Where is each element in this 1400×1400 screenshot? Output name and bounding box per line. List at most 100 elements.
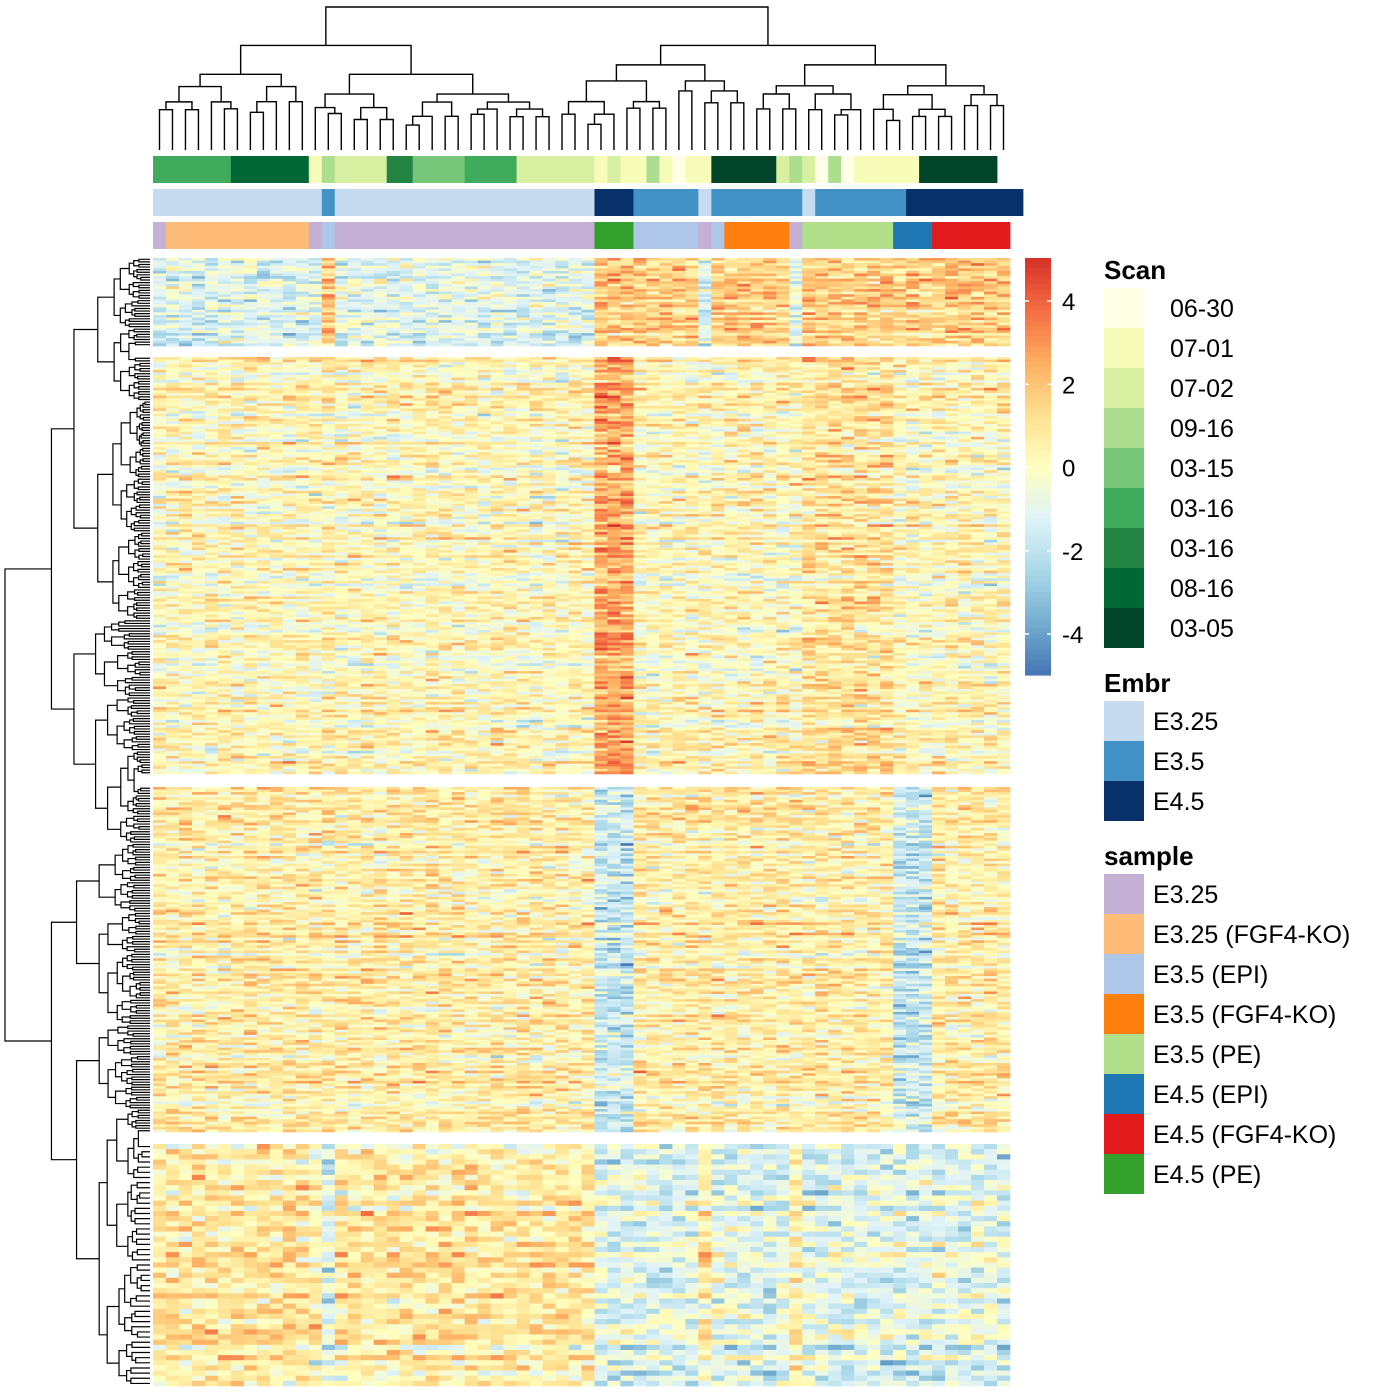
dendrogram-branch (471, 114, 484, 150)
dendrogram-branch (132, 677, 150, 680)
heatmap-cell (569, 268, 582, 271)
heatmap-cell (452, 266, 465, 269)
heatmap-cell (270, 263, 283, 266)
heatmap-cell (932, 263, 945, 266)
heatmap-cell (880, 266, 893, 269)
heatmap-cell (530, 263, 543, 266)
heatmap-cell (828, 276, 841, 279)
heatmap-cell (452, 258, 465, 261)
heatmap-cell (984, 276, 997, 279)
dendrogram-branch (126, 1101, 130, 1107)
dendrogram-branch (129, 540, 135, 553)
dendrogram-branch (131, 706, 150, 709)
heatmap-cell (504, 261, 517, 264)
heatmap-cell (919, 279, 932, 282)
heatmap-cell (413, 258, 426, 261)
heatmap-cell (971, 263, 984, 266)
heatmap-cell (789, 271, 802, 274)
dendrogram-branch (137, 711, 150, 714)
dendrogram-branch (166, 102, 192, 110)
dendrogram-branch (129, 367, 135, 375)
heatmap-cell (452, 268, 465, 271)
dendrogram-branch (108, 1030, 118, 1045)
heatmap-cell (828, 261, 841, 264)
heatmap-cell (270, 274, 283, 277)
annotation-cell-embr (594, 189, 633, 216)
heatmap-cell (192, 258, 205, 261)
dendrogram-branch (142, 564, 150, 567)
heatmap-figure: 4 2 0 -2 -4 Scan 06-30 07-01 07-02 09-16 03-15 03-… (0, 0, 1400, 1400)
dendrogram-branch (126, 1089, 132, 1094)
heatmap-cell (335, 274, 348, 277)
dendrogram-branch (137, 334, 150, 337)
heatmap-cell (205, 274, 218, 277)
heatmap-cell (270, 281, 283, 284)
heatmap-cell (374, 279, 387, 282)
dendrogram-branch (118, 681, 126, 691)
heatmap-cell (737, 266, 750, 269)
heatmap-cell (361, 274, 374, 277)
dendrogram-branch (138, 790, 150, 794)
heatmap-cell (556, 271, 569, 274)
dendrogram-branch (135, 663, 150, 667)
heatmap-cell (179, 281, 192, 284)
heatmap-cell (698, 266, 711, 269)
heatmap-cell (153, 258, 166, 261)
heatmap-cell (153, 261, 166, 264)
dendrogram-branch (140, 760, 150, 763)
dendrogram-branch (679, 91, 692, 150)
heatmap-cell (789, 268, 802, 271)
heatmap-cell (192, 271, 205, 274)
heatmap-cell (582, 276, 595, 279)
heatmap-cell (504, 279, 517, 282)
heatmap-cell (231, 271, 244, 274)
dendrogram-branch (51, 922, 76, 1159)
heatmap-cell (296, 279, 309, 282)
dendrogram-branch (113, 444, 121, 505)
dendrogram-branch (138, 1167, 150, 1172)
heatmap-cell (491, 268, 504, 271)
heatmap-cell (569, 258, 582, 261)
dendrogram-branch (129, 928, 136, 933)
dendrogram-branch (130, 720, 150, 724)
heatmap-cell (166, 274, 179, 277)
dendrogram-branch (134, 769, 138, 792)
dendrogram-branch (711, 91, 737, 103)
dendrogram-branch (138, 1154, 150, 1162)
heatmap-cell (257, 258, 270, 261)
heatmap-cell (439, 268, 452, 271)
heatmap-cell (335, 268, 348, 271)
heatmap-cell (997, 274, 1010, 277)
heatmap-cell (218, 266, 231, 269)
dendrogram-branch (179, 87, 221, 102)
heatmap-cell (984, 266, 997, 269)
dendrogram-branch (119, 622, 150, 626)
dendrogram-branch (134, 972, 150, 975)
dendrogram-branch (361, 108, 387, 120)
heatmap-cell (478, 261, 491, 264)
dendrogram-branch (119, 629, 150, 632)
heatmap-cell (361, 261, 374, 264)
dendrogram-branch (139, 296, 150, 299)
heatmap-cell (698, 263, 711, 266)
heatmap-cell (893, 266, 906, 269)
dendrogram-branch (132, 891, 150, 894)
heatmap-cell (945, 271, 958, 274)
heatmap-cell (802, 261, 815, 264)
annotation-cell-scan (854, 156, 880, 183)
dendrogram-branch (140, 1193, 150, 1198)
dendrogram-branch (116, 1063, 122, 1077)
heatmap-cell (841, 276, 854, 279)
dendrogram-branch (134, 977, 150, 980)
heatmap-cell (439, 266, 452, 269)
heatmap-cell (672, 258, 685, 261)
heatmap-cell (854, 261, 867, 264)
dendrogram-branch (422, 102, 451, 116)
dendrogram-branch (133, 1069, 150, 1072)
dendrogram-branch (130, 1046, 150, 1049)
heatmap-cell (711, 268, 724, 271)
heatmap-cell (309, 258, 322, 261)
annotation-cell-sample (322, 222, 335, 249)
heatmap-cell (244, 258, 257, 261)
heatmap-cell (452, 279, 465, 282)
